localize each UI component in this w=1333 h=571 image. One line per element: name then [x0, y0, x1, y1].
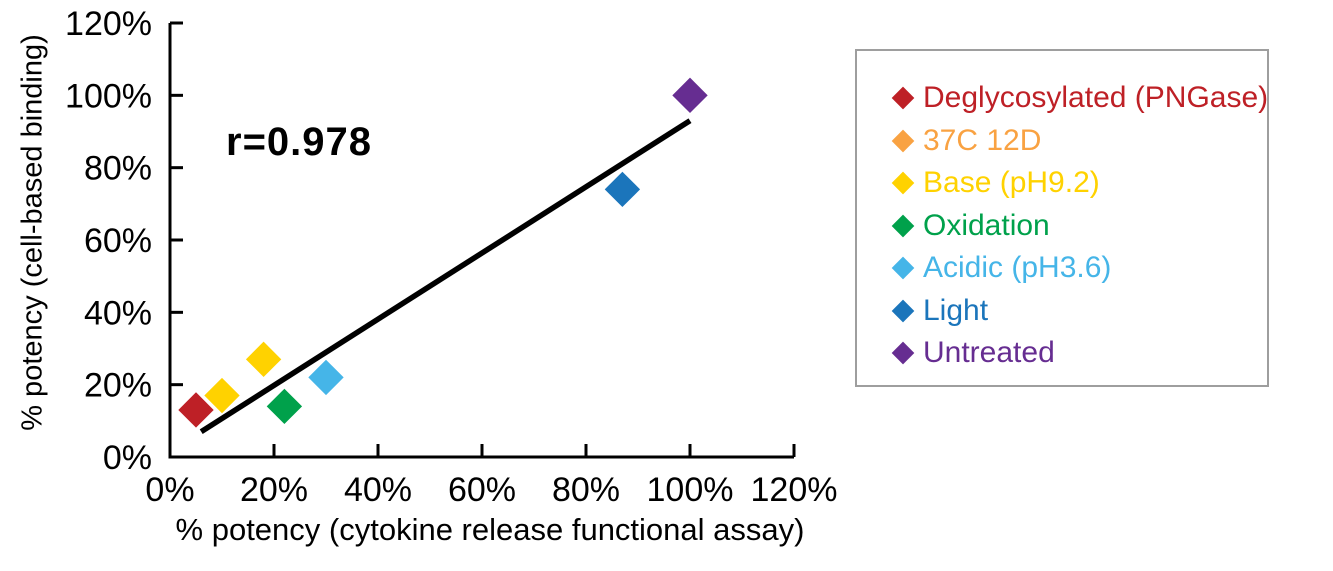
y-tick-label: 100%: [65, 77, 152, 115]
data-point-acidic-ph3-6: [308, 359, 344, 396]
x-tick-label: 80%: [552, 471, 620, 509]
x-tick-label: 100%: [647, 471, 734, 509]
y-tick-label: 60%: [84, 222, 152, 260]
data-point-37c-12d: [204, 377, 240, 414]
legend-item-label: Acidic (pH3.6): [923, 251, 1112, 285]
data-point-base-ph9-2: [245, 341, 282, 378]
y-tick-label: 40%: [84, 294, 152, 332]
legend: Deglycosylated (PNGase) 37C 12D Base (pH9.…: [855, 49, 1269, 387]
x-tick-label: 60%: [448, 471, 516, 509]
y-tick-label: 20%: [84, 367, 152, 405]
legend-item: Acidic (pH3.6): [891, 247, 1267, 290]
x-axis-title: % potency (cytokine release functional a…: [175, 512, 805, 547]
legend-item-label: Oxidation: [923, 208, 1050, 242]
data-point-deglycosylated-pngase: [178, 392, 214, 428]
data-point-oxidation: [266, 388, 303, 425]
x-tick-label: 0%: [145, 471, 194, 509]
data-point-untreated: [672, 77, 708, 114]
legend-diamond-icon: [891, 214, 915, 238]
y-tick-label: 120%: [65, 5, 152, 43]
x-tick-label: 40%: [344, 471, 412, 509]
legend-diamond-icon: [891, 171, 915, 195]
legend-diamond-icon: [891, 86, 915, 110]
x-tick-label: 20%: [240, 471, 308, 509]
y-axis-title: % potency (cell-based binding): [16, 34, 49, 431]
correlation-annotation: r=0.978: [226, 120, 373, 164]
legend-item: Base (pH9.2): [891, 162, 1267, 205]
legend-item-label: Untreated: [923, 336, 1055, 370]
legend-item: Deglycosylated (PNGase): [891, 77, 1269, 120]
legend-item: Light: [891, 290, 1267, 333]
legend-diamond-icon: [891, 256, 915, 280]
legend-item-label: Light: [923, 293, 989, 327]
legend-diamond-icon: [891, 129, 915, 153]
x-tick-label: 120%: [751, 471, 838, 509]
legend-diamond-icon: [891, 341, 915, 365]
legend-item: Untreated: [891, 332, 1267, 375]
legend-diamond-icon: [891, 299, 915, 323]
y-tick-label: 0%: [103, 439, 152, 477]
trend-line: [199, 118, 692, 435]
legend-item: Oxidation: [891, 205, 1267, 248]
legend-item-label: Deglycosylated (PNGase): [923, 81, 1269, 115]
legend-item-label: 37C 12D: [923, 123, 1042, 157]
legend-item: 37C 12D: [891, 120, 1267, 163]
y-tick-label: 80%: [84, 150, 152, 188]
legend-item-label: Base (pH9.2): [923, 166, 1100, 200]
data-point-light: [604, 171, 641, 208]
